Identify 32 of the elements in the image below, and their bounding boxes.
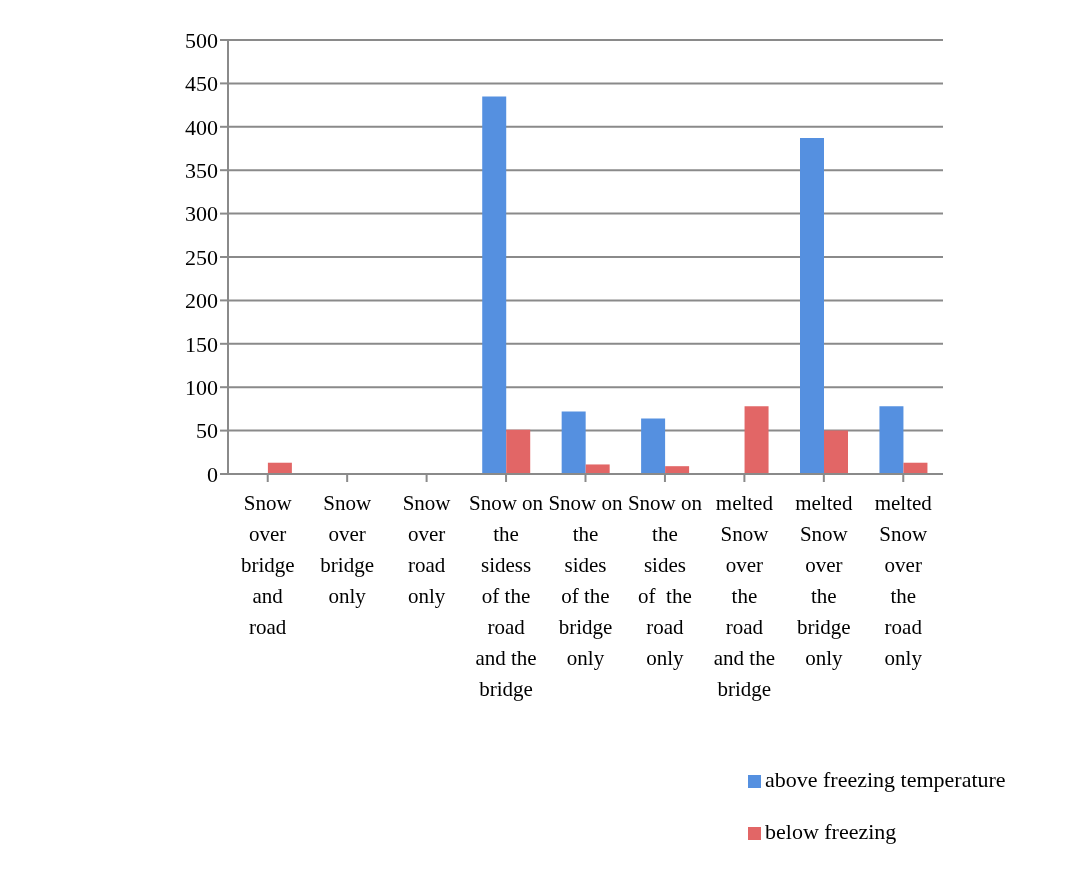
- x-tick-label: melted Snow over the road and the bridge: [713, 491, 776, 701]
- legend-label: above freezing temperature: [765, 767, 1006, 792]
- x-tick-label: Snow over bridge and road: [240, 491, 295, 639]
- bar: [824, 430, 848, 474]
- legend-label: below freezing: [765, 819, 897, 844]
- x-tick-label: Snow over bridge only: [320, 491, 374, 608]
- y-tick-label: 450: [185, 71, 218, 97]
- x-tick-label: Snow on the sides of the bridge only: [548, 491, 624, 670]
- bar: [506, 429, 531, 474]
- y-tick-label: 300: [185, 201, 218, 227]
- x-tick-label: Snow on the sidess of the road and the bridge: [469, 491, 544, 701]
- y-tick-label: 200: [185, 288, 218, 314]
- bar: [744, 406, 769, 474]
- y-tick-label: 250: [185, 244, 218, 270]
- x-tick-label: melted Snow over the road only: [874, 491, 933, 670]
- x-tick-label: melted Snow over the bridge only: [795, 491, 853, 670]
- bar: [641, 418, 666, 474]
- y-tick-label: 400: [185, 114, 218, 140]
- bar: [561, 411, 586, 474]
- bar: [585, 464, 610, 474]
- y-tick-label: 50: [196, 418, 218, 444]
- y-tick-label: 350: [185, 158, 218, 184]
- bar: [800, 138, 824, 474]
- y-tick-label: 150: [185, 331, 218, 357]
- y-tick-label: 100: [185, 375, 218, 401]
- bar: [482, 96, 507, 474]
- x-tick-label: Snow over road only: [402, 491, 452, 608]
- x-tick-label: Snow on the sides of the road only: [627, 491, 703, 670]
- y-tick-label: 500: [185, 27, 218, 53]
- bar: [879, 406, 904, 474]
- y-tick-label: 0: [207, 461, 218, 487]
- bar: [665, 466, 690, 474]
